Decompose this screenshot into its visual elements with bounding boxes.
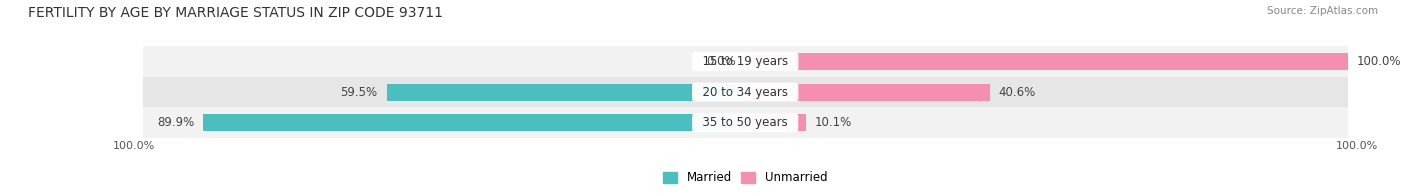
Bar xyxy=(745,114,806,131)
Text: FERTILITY BY AGE BY MARRIAGE STATUS IN ZIP CODE 93711: FERTILITY BY AGE BY MARRIAGE STATUS IN Z… xyxy=(28,6,443,20)
Bar xyxy=(387,84,745,101)
Text: 0.0%: 0.0% xyxy=(707,55,737,68)
Bar xyxy=(204,114,745,131)
Text: 100.0%: 100.0% xyxy=(1357,55,1402,68)
Text: Source: ZipAtlas.com: Source: ZipAtlas.com xyxy=(1267,6,1378,16)
Text: 100.0%: 100.0% xyxy=(1336,141,1378,151)
Text: 15 to 19 years: 15 to 19 years xyxy=(695,55,796,68)
Text: 100.0%: 100.0% xyxy=(112,141,155,151)
Text: 40.6%: 40.6% xyxy=(998,86,1036,99)
Text: 89.9%: 89.9% xyxy=(157,116,194,129)
Text: 20 to 34 years: 20 to 34 years xyxy=(695,86,796,99)
Bar xyxy=(745,84,990,101)
Legend: Married, Unmarried: Married, Unmarried xyxy=(658,167,832,189)
Bar xyxy=(142,107,1348,138)
Text: 10.1%: 10.1% xyxy=(815,116,852,129)
Bar xyxy=(745,53,1348,70)
Bar xyxy=(142,77,1348,107)
Bar xyxy=(142,46,1348,77)
Text: 59.5%: 59.5% xyxy=(340,86,378,99)
Text: 35 to 50 years: 35 to 50 years xyxy=(695,116,796,129)
